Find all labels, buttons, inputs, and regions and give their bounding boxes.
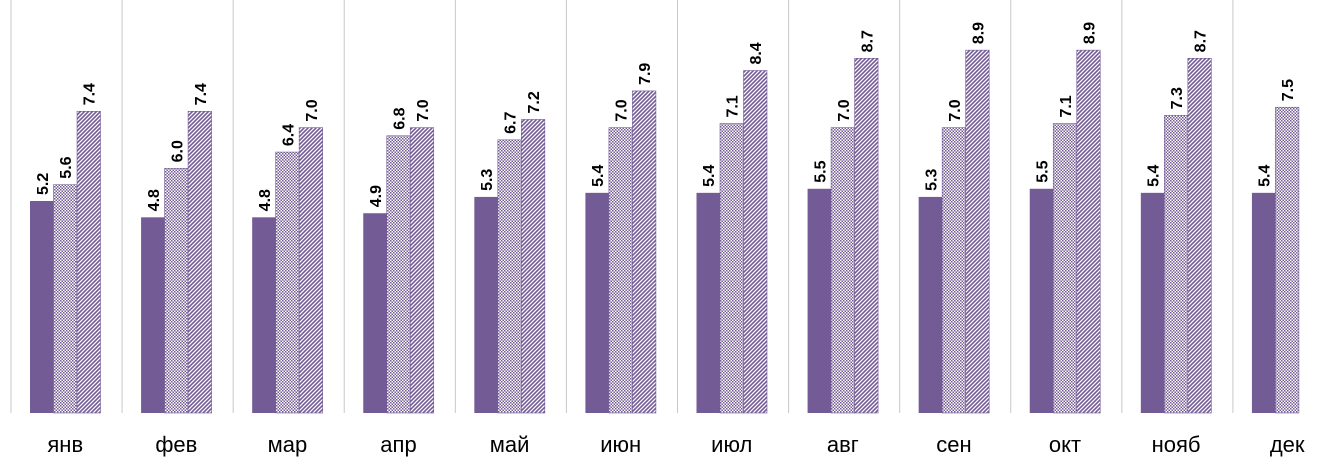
data-label: 7.1	[1058, 95, 1075, 117]
bar-series-2-май	[497, 139, 522, 414]
bar-series-1-авг	[807, 188, 832, 413]
data-label: 7.0	[614, 99, 631, 121]
category-label: фев	[155, 432, 197, 457]
data-label: 7.2	[526, 91, 543, 113]
bar-series-1-июн	[585, 192, 609, 413]
data-label: 6.8	[392, 107, 409, 129]
bar-series-1-сен	[918, 196, 943, 413]
data-label: 7.1	[725, 95, 742, 117]
data-label: 8.7	[1193, 30, 1210, 52]
category-label: дек	[1270, 432, 1305, 457]
bar-series-1-май	[474, 196, 498, 413]
bar-series-1-нояб	[1140, 192, 1165, 413]
data-label: 7.9	[637, 63, 654, 85]
bar-series-3-авг	[854, 58, 879, 414]
bar-series-2-фев	[164, 168, 189, 414]
category-label: сен	[936, 432, 971, 457]
data-label: 5.5	[812, 160, 829, 182]
bar-series-3-фев	[187, 111, 212, 414]
bar-series-3-нояб	[1187, 58, 1212, 414]
bar-series-3-апр	[409, 127, 435, 414]
data-label: 8.7	[859, 30, 876, 52]
bar-series-3-июл	[743, 70, 768, 414]
data-label: 7.0	[836, 99, 853, 121]
data-label: 5.4	[1146, 165, 1163, 187]
data-label: 5.4	[701, 165, 718, 187]
data-label: 4.8	[146, 189, 163, 211]
category-label: июн	[600, 432, 641, 457]
bar-series-2-апр	[386, 135, 411, 414]
data-label: 5.4	[1257, 165, 1274, 187]
bar-series-1-мар	[252, 217, 276, 413]
bar-series-1-дек	[1251, 192, 1276, 413]
category-label: янв	[47, 432, 83, 457]
category-label: май	[490, 432, 530, 457]
data-label: 6.4	[280, 124, 297, 146]
bar-series-1-июл	[696, 192, 720, 413]
bar-series-2-сен	[941, 127, 966, 414]
bar-series-3-май	[521, 119, 546, 414]
data-labels: 5.2 5.6 7.4 4.8 6.0 7.4 4.8 6.4 7.0 4.9 6.8 7.0 5.3 6…	[35, 22, 1297, 211]
data-label: 7.3	[1169, 87, 1186, 109]
category-label: мар	[268, 432, 308, 457]
category-separators	[10, 0, 1234, 413]
data-label: 6.0	[169, 140, 186, 162]
data-label: 4.8	[257, 189, 274, 211]
category-label: нояб	[1152, 432, 1201, 457]
bars	[30, 49, 1300, 414]
data-label: 7.4	[193, 83, 210, 105]
bar-series-2-нояб	[1164, 115, 1189, 414]
data-label: 5.5	[1035, 160, 1052, 182]
category-label: апр	[380, 432, 416, 457]
category-labels: янв фев мар апр май июн июл авг сен окт нояб дек	[47, 432, 1305, 457]
data-label: 7.0	[415, 99, 432, 121]
bar-series-2-дек	[1275, 106, 1300, 414]
bar-series-2-янв	[53, 184, 78, 414]
bar-series-3-мар	[298, 127, 323, 414]
bar-series-3-янв	[76, 111, 101, 414]
bar-series-3-окт	[1076, 49, 1101, 414]
bar-series-1-апр	[363, 213, 387, 413]
bar-series-1-окт	[1029, 188, 1054, 413]
data-label: 6.7	[503, 112, 520, 134]
bar-series-2-мар	[275, 151, 300, 414]
category-label: окт	[1049, 432, 1081, 457]
bar-series-2-окт	[1052, 123, 1078, 414]
bar-series-2-июл	[719, 123, 744, 414]
data-label: 5.3	[479, 169, 496, 191]
data-label: 7.4	[82, 83, 99, 105]
data-label: 8.9	[970, 22, 987, 44]
data-label: 5.4	[590, 165, 607, 187]
data-label: 5.2	[35, 173, 52, 195]
bar-series-2-авг	[830, 127, 855, 414]
bar-series-3-сен	[965, 49, 990, 414]
data-label: 8.9	[1082, 22, 1099, 44]
data-label: 7.0	[947, 99, 964, 121]
data-label: 4.9	[368, 185, 385, 207]
bar-series-3-июн	[632, 90, 657, 414]
data-label: 8.4	[748, 42, 765, 64]
data-label: 7.0	[304, 99, 321, 121]
bar-series-1-фев	[141, 217, 165, 413]
category-label: авг	[827, 432, 859, 457]
category-label: июл	[711, 432, 752, 457]
bar-series-1-янв	[30, 201, 54, 413]
data-label: 7.5	[1280, 79, 1297, 101]
data-label: 5.3	[923, 169, 940, 191]
data-label: 5.6	[58, 156, 75, 178]
bar-series-2-июн	[608, 127, 633, 414]
